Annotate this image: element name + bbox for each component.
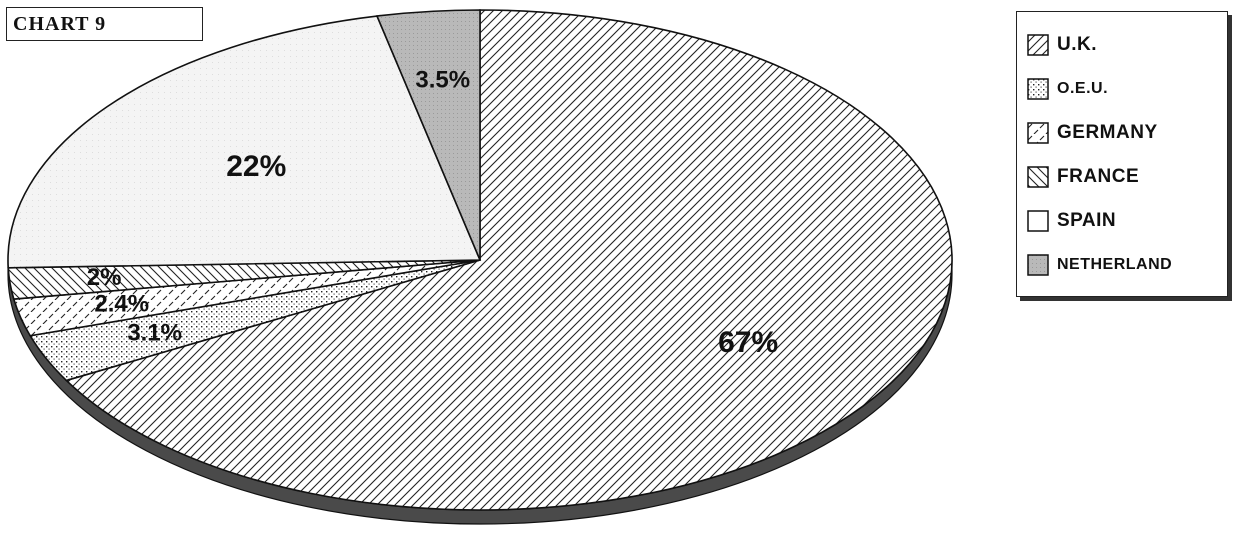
legend-swatch-netherland	[1027, 254, 1049, 276]
legend-label-france: FRANCE	[1057, 166, 1140, 187]
chart-title: CHART 9	[6, 7, 203, 41]
pie-label-spain: 22%	[226, 150, 286, 183]
pie-slice-spain	[7, 15, 482, 269]
legend-label-spain: SPAIN	[1057, 210, 1117, 231]
pie-label-germany: 2.4%	[94, 290, 149, 317]
legend-item-netherland: NETHERLAND	[1027, 250, 1222, 280]
legend-item-france: FRANCE	[1027, 162, 1222, 192]
legend-swatch-france	[1027, 166, 1049, 188]
pie-slices	[7, 9, 953, 511]
pie-slice-netherland	[375, 9, 481, 261]
legend-label-germany: GERMANY	[1057, 122, 1158, 143]
pie-label-uk: 67%	[718, 326, 778, 359]
legend-swatch-oeu	[1027, 78, 1049, 100]
pie-labels: 67% 3.1%2.4%2% 22% 3.5%	[87, 66, 778, 358]
pie-label-france: 2%	[87, 264, 122, 291]
legend-label-oeu: O.E.U.	[1057, 80, 1109, 97]
legend-swatch-uk	[1027, 34, 1049, 56]
legend-label-netherland: NETHERLAND	[1057, 256, 1173, 273]
legend: U.K. O.E.U. GERMANY FRANCE SPAIN NETHERL…	[1016, 11, 1228, 297]
legend-swatch-spain	[1027, 210, 1049, 232]
legend-item-uk: U.K.	[1027, 30, 1222, 60]
pie-label-oeu: 3.1%	[127, 319, 182, 346]
legend-swatch-germany	[1027, 122, 1049, 144]
legend-label-uk: U.K.	[1057, 34, 1097, 55]
legend-item-oeu: O.E.U.	[1027, 74, 1222, 104]
legend-item-spain: SPAIN	[1027, 206, 1222, 236]
pie-label-netherland: 3.5%	[415, 66, 470, 93]
legend-item-germany: GERMANY	[1027, 118, 1222, 148]
pie-slice-uk	[64, 9, 953, 511]
